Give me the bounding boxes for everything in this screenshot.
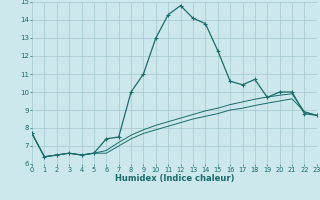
X-axis label: Humidex (Indice chaleur): Humidex (Indice chaleur) (115, 174, 234, 183)
